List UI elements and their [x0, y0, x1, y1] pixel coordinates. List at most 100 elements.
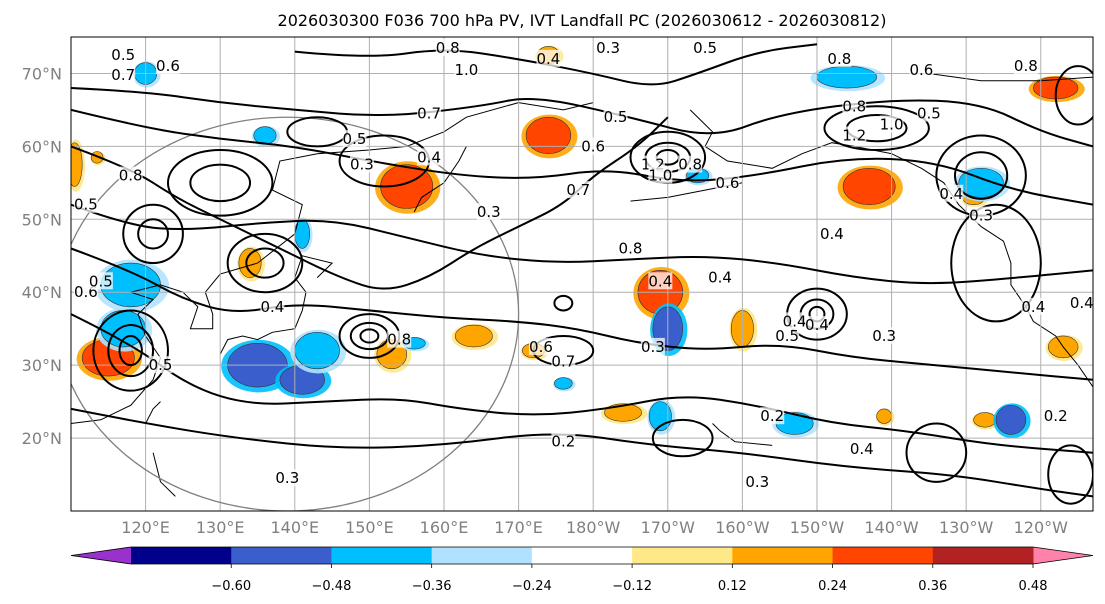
coastline: [145, 401, 161, 424]
contour-label: 1.0: [648, 167, 672, 185]
coastline: [219, 255, 334, 355]
contour-label-bg: [1069, 294, 1093, 312]
contour-label: 0.8: [619, 239, 643, 257]
pv-closed-contour: [245, 247, 285, 279]
contour-label-bg: [849, 440, 874, 458]
contour-label-bg: [909, 60, 934, 78]
latitude-label: 50°N: [22, 210, 62, 229]
contour-label-bg: [640, 337, 665, 355]
contour-label: 0.4: [783, 312, 807, 330]
pv-closed-contour: [122, 203, 184, 265]
contour-label: 0.7: [417, 105, 441, 123]
contour-label-bg: [275, 469, 300, 487]
colorbar-tick-label: 0.24: [818, 579, 847, 594]
colorbar-tick-label: −0.24: [512, 579, 552, 594]
contour-label: 0.4: [537, 50, 561, 68]
pv-contour-line: [294, 43, 818, 86]
negative-pv-anomaly: [995, 404, 1027, 435]
colorbar-bin: [832, 547, 934, 564]
contour-label-bg: [342, 130, 367, 148]
pv-closed-contour: [189, 163, 252, 203]
coastline: [712, 423, 773, 446]
pv-closed-contour: [553, 294, 574, 312]
contour-label-bg: [528, 337, 553, 355]
contour-label: 0.6: [156, 57, 180, 75]
colorbar-over-extension: [1033, 547, 1093, 564]
contour-label: 0.5: [111, 46, 135, 64]
colorbar-bin: [331, 547, 433, 564]
longitude-label: 160°E: [420, 518, 469, 537]
contour-label-bg: [678, 155, 703, 173]
contour-label-bg: [804, 316, 829, 334]
contour-label-bg: [1013, 57, 1038, 75]
contour-label: 0.4: [708, 269, 732, 287]
contour-label: 0.5: [775, 327, 799, 345]
pv-closed-contour: [651, 418, 714, 458]
contour-label: 0.8: [842, 97, 866, 115]
latitude-label: 40°N: [22, 283, 62, 302]
contour-label-bg: [1043, 407, 1068, 425]
positive-pv-anomaly: [525, 116, 572, 154]
positive-pv-anomaly: [842, 167, 896, 206]
contour-label: 0.5: [693, 39, 717, 57]
positive-pv-anomaly: [973, 412, 997, 428]
colorbar-tick-label: −0.12: [612, 579, 652, 594]
colorbar-tick-label: 0.12: [718, 579, 747, 594]
contour-label-bg: [693, 38, 718, 56]
contour-label-bg: [827, 49, 852, 67]
colorbar-tick-label: 0.36: [918, 579, 947, 594]
chart-title: 2026030300 F036 700 hPa PV, IVT Landfall…: [278, 11, 887, 30]
contour-label-bg: [819, 224, 844, 242]
contour-label: 0.8: [1014, 57, 1038, 75]
contour-label-bg: [581, 137, 606, 155]
contour-label: 0.4: [820, 225, 844, 243]
colorbar-tick-label: −0.60: [211, 579, 251, 594]
contour-label: 0.4: [1070, 294, 1094, 312]
contour-label-bg: [260, 297, 285, 315]
pv-closed-contour: [107, 324, 155, 378]
negative-pv-anomaly: [294, 332, 340, 370]
contour-label-bg: [596, 38, 621, 56]
contour-label-bg: [842, 97, 867, 115]
contour-label-bg: [417, 148, 442, 166]
colorbar-bin: [431, 547, 533, 564]
contour-label-bg: [603, 108, 628, 126]
contour-label: 0.2: [551, 433, 575, 451]
contour-label-bg: [715, 173, 740, 191]
contour-label: 0.8: [827, 50, 851, 68]
colorbar-outline: [70, 546, 1094, 565]
positive-pv-anomaly: [71, 142, 83, 187]
pv-contour-line: [71, 87, 1093, 148]
pv-contour-line: [71, 247, 1093, 381]
contour-label-bg: [454, 60, 479, 78]
colorbar-bin: [231, 547, 332, 564]
pv-closed-contour: [953, 151, 1009, 200]
contour-label-bg: [842, 126, 867, 144]
contour-label: 0.7: [111, 66, 135, 84]
pv-closed-contour: [905, 422, 968, 483]
map-plot-area: 0.50.60.70.81.00.40.3 0.50.80.6 0.80.7 0.50…: [71, 37, 1094, 511]
contour-label: 0.7: [566, 181, 590, 199]
longitude-label: 140°E: [270, 518, 319, 537]
longitude-label: 170°E: [494, 518, 543, 537]
positive-pv-anomaly: [238, 248, 262, 278]
contour-label-bg: [349, 155, 374, 173]
colorbar-bin: [131, 547, 232, 564]
contour-label: 0.4: [1021, 298, 1045, 316]
contour-label-bg: [551, 432, 576, 450]
negative-pv-anomaly: [958, 167, 1004, 198]
contour-label-bg: [648, 166, 673, 184]
contour-label-bg: [476, 203, 501, 221]
contour-label: 0.8: [119, 167, 143, 185]
contour-label-bg: [111, 46, 136, 64]
contour-label-bg: [73, 195, 98, 213]
range-ring-circle: [71, 116, 520, 511]
positive-pv-anomaly: [876, 408, 892, 424]
contour-label: 1.2: [842, 126, 866, 144]
colorbar-tick-label: −0.48: [312, 579, 352, 594]
contour-label: 1.0: [454, 61, 478, 79]
contour-label: 0.3: [350, 156, 374, 174]
contour-label-bg: [551, 352, 576, 370]
contour-label: 0.3: [969, 207, 993, 225]
latitude-labels: 70°N 60°N 50°N 40°N 30°N 20°N: [22, 64, 62, 448]
